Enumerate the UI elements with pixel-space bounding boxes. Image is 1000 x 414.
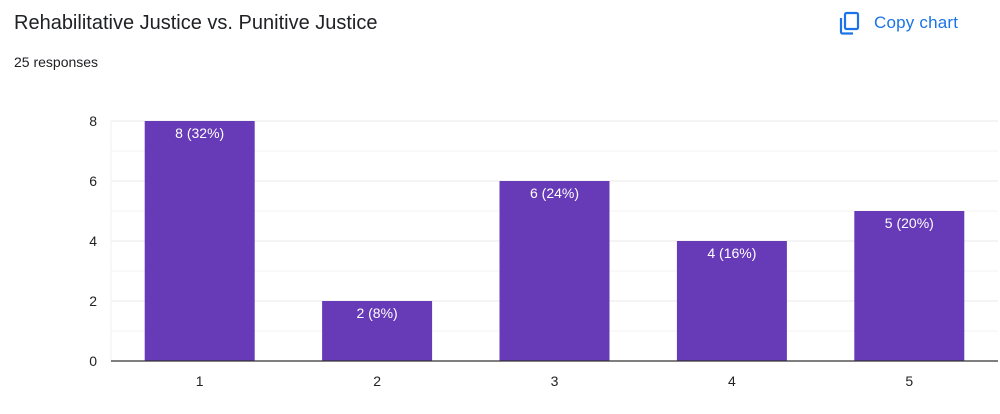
bar-data-label: 4 (16%) — [707, 245, 756, 261]
chart-title: Rehabilitative Justice vs. Punitive Just… — [14, 12, 378, 34]
x-tick-label: 3 — [551, 373, 559, 389]
bar-2[interactable] — [322, 301, 433, 361]
y-tick-label: 8 — [89, 113, 97, 129]
x-tick-label: 4 — [728, 373, 736, 389]
copy-chart-button[interactable]: Copy chart — [828, 4, 972, 42]
copy-chart-label: Copy chart — [874, 13, 959, 32]
y-tick-label: 6 — [89, 173, 97, 189]
bar-data-label: 6 (24%) — [530, 185, 579, 201]
bar-5[interactable] — [854, 211, 965, 361]
x-tick-label: 2 — [373, 373, 381, 389]
bar-data-label: 8 (32%) — [175, 125, 224, 141]
y-tick-label: 0 — [89, 353, 97, 369]
chart-ticks: 0 2 4 6 8 1 2 3 4 5 — [89, 113, 998, 389]
chart-bars: 8 (32%) 2 (8%) 6 (24%) 4 (16%) 5 (20%) — [144, 121, 965, 361]
response-count: 25 responses — [14, 54, 99, 70]
bar-1[interactable] — [144, 121, 255, 361]
copy-icon — [836, 10, 862, 36]
x-tick-label: 1 — [196, 373, 204, 389]
bar-data-label: 2 (8%) — [356, 305, 397, 321]
bar-data-label: 5 (20%) — [885, 215, 934, 231]
bar-4[interactable] — [676, 241, 787, 361]
bar-3[interactable] — [499, 181, 610, 361]
x-tick-label: 5 — [905, 373, 913, 389]
y-tick-label: 2 — [89, 293, 97, 309]
y-tick-label: 4 — [89, 233, 97, 249]
